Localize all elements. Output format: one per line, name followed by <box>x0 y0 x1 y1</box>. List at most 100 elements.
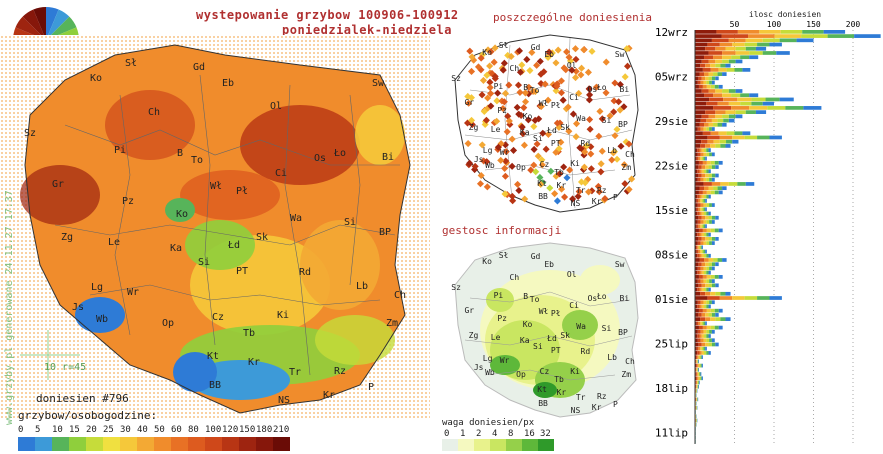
bar-segment <box>710 317 716 321</box>
mini-region-label: Pł <box>550 100 561 110</box>
bar-segment <box>749 93 759 98</box>
bar-segment <box>728 101 741 106</box>
mini-region-label: Sw <box>614 259 625 269</box>
bar-segment <box>695 253 698 258</box>
bar-segment <box>711 262 716 267</box>
report-point <box>598 147 606 155</box>
bar-segment <box>697 270 700 275</box>
mini-region-label: Kr <box>556 181 567 191</box>
region-label: Op <box>162 318 175 329</box>
bar-segment <box>708 258 714 262</box>
report-point <box>476 180 484 188</box>
mini-region-label: Ci <box>569 92 579 102</box>
bar-segment <box>708 51 723 55</box>
report-point <box>560 163 568 171</box>
legend-swatch <box>18 437 35 451</box>
bar-segment <box>728 182 738 186</box>
mini-region-label: Ol <box>566 270 577 280</box>
bar-segment <box>705 291 711 296</box>
bar-segment <box>704 122 709 127</box>
bar-segment <box>695 258 700 262</box>
region-label: Si <box>344 217 357 228</box>
legend-values: 0 5 10 15 20 25 30 40 50 60 80 100 120 150 180 210 <box>18 425 290 435</box>
bar-segment <box>796 38 814 43</box>
bar-segment <box>699 270 702 275</box>
report-point <box>519 130 527 138</box>
bar-segment <box>707 135 720 140</box>
bar-segment <box>697 279 701 283</box>
mini-region-label: Łd <box>547 126 557 136</box>
bar-segment <box>695 304 698 309</box>
bar-segment <box>698 325 703 330</box>
bar-segment <box>696 384 697 389</box>
region-label: BB <box>209 380 222 391</box>
mini-region-label: PT <box>550 346 561 356</box>
report-point <box>575 188 583 196</box>
bar-segment <box>700 329 704 334</box>
bar-segment <box>708 148 711 153</box>
mini-region-label: Kr <box>556 388 567 398</box>
mini-region-label: Kt <box>537 178 547 188</box>
report-point <box>471 162 479 170</box>
y-tick-label: 25lip <box>655 338 688 351</box>
report-point <box>515 110 523 118</box>
bar-segment <box>726 139 733 144</box>
mini-region-label: Ch <box>625 357 635 367</box>
x-tick-label: 50 <box>730 20 740 29</box>
bar-segment <box>707 296 720 300</box>
bar-segment <box>698 76 702 81</box>
bar-segment <box>714 228 719 233</box>
report-point <box>518 123 526 131</box>
legend-swatch <box>35 437 52 451</box>
bar-segment <box>703 249 706 254</box>
bar-segment <box>709 338 712 343</box>
bar-segment <box>698 237 702 241</box>
bar-segment <box>711 177 715 182</box>
bar-segment <box>728 59 736 64</box>
bar-segment <box>697 351 700 355</box>
legend-color-bar <box>18 437 290 451</box>
bar-segment <box>697 127 701 131</box>
region-label: Ło <box>334 148 347 159</box>
legend-swatch <box>188 437 205 451</box>
density-map <box>440 240 650 420</box>
bar-segment <box>701 376 703 381</box>
bar-segment <box>695 72 700 76</box>
bar-segment <box>755 110 767 114</box>
bar-segment <box>715 291 721 296</box>
bar-segment <box>709 329 712 334</box>
y-tick-label: 29sie <box>655 115 688 128</box>
bar-segment <box>695 80 698 85</box>
bar-segment <box>698 363 700 368</box>
mini-region-label: Rd <box>580 139 591 149</box>
mini-region-label: Zg <box>468 330 479 340</box>
bar-segment <box>726 68 735 72</box>
bar-segment <box>698 156 701 161</box>
bar-segment <box>751 101 763 106</box>
bar-segment <box>695 308 699 313</box>
report-point <box>478 91 486 99</box>
bar-segment <box>717 258 723 262</box>
region-label: P <box>368 382 375 393</box>
bar-segment <box>718 131 727 136</box>
bar-segment <box>695 363 697 368</box>
region-label: Os <box>314 153 327 164</box>
bar-segment <box>698 245 700 250</box>
bar-segment <box>735 59 743 64</box>
bar-segment <box>695 270 698 275</box>
bar-segment <box>697 363 699 368</box>
report-point <box>615 98 623 106</box>
bar-segment <box>711 300 715 305</box>
bar-segment <box>716 30 738 34</box>
bar-segment <box>703 266 707 271</box>
bar-segment <box>706 203 710 207</box>
bar-segment <box>711 203 715 207</box>
report-point <box>487 90 495 98</box>
bar-segment <box>708 283 712 288</box>
bar-segment <box>769 135 782 140</box>
bar-segment <box>696 384 698 389</box>
region-label: Cz <box>212 312 225 323</box>
region-label: NS <box>278 395 291 406</box>
bar-segment <box>704 270 707 275</box>
report-point <box>563 174 571 182</box>
